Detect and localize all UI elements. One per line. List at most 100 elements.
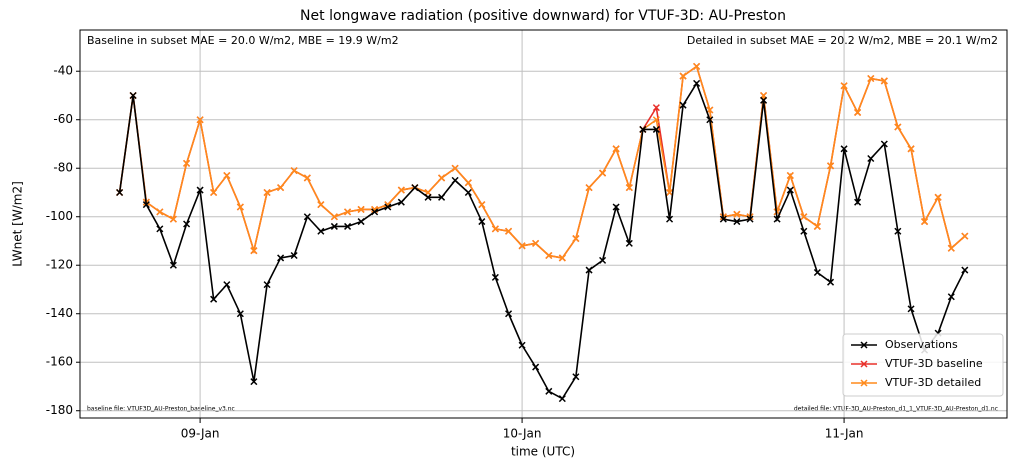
legend-marker [860,360,868,368]
marker [947,244,955,252]
marker [330,222,338,230]
series-line [118,81,966,400]
marker [505,227,513,235]
annotation: Detailed in subset MAE = 20.2 W/m2, MBE … [687,34,998,47]
marker [947,293,955,301]
marker [371,208,379,216]
marker [438,193,446,201]
marker [599,256,607,264]
legend-label: VTUF-3D baseline [885,357,983,370]
marker [263,188,271,197]
marker [250,378,258,386]
marker [827,278,835,286]
marker [129,91,137,100]
marker [491,225,499,233]
marker [303,174,311,182]
marker [384,203,392,211]
x-axis-label: time (UTC) [511,445,575,459]
marker [733,218,741,226]
y-tick-label: -140 [46,306,73,320]
marker [545,387,553,395]
marker [733,210,741,218]
marker [961,266,969,274]
marker [652,116,660,124]
marker [277,184,285,192]
marker [424,193,432,201]
marker [719,215,727,223]
marker [357,218,365,226]
marker [156,208,164,216]
marker [827,162,835,170]
marker [183,220,191,228]
y-tick-label: -40 [53,64,73,78]
marker [478,218,486,226]
x-tick-label: 10-Jan [503,427,542,441]
marker [760,96,768,104]
marker [451,164,459,172]
marker [344,222,352,230]
marker [290,251,298,260]
marker [169,215,177,223]
marker [880,77,888,85]
marker [961,232,969,240]
marker [545,251,553,260]
marker [786,186,794,194]
marker [397,198,405,206]
marker [491,273,499,281]
marker [223,171,231,180]
marker [934,193,942,201]
y-tick-label: -100 [46,209,73,223]
y-tick-label: -120 [46,258,73,272]
marker [813,268,821,277]
marker [277,254,285,262]
marker [156,225,164,233]
marker [880,140,888,148]
marker [464,188,472,197]
marker [438,174,446,182]
y-tick-label: -60 [53,112,73,126]
y-tick-label: -160 [46,355,73,369]
marker [854,198,862,206]
marker [558,254,566,262]
marker [746,215,754,223]
marker [210,188,218,197]
marker [679,72,687,80]
marker [652,104,660,112]
marker [921,218,929,226]
marker [639,125,647,133]
marker [840,145,848,153]
marker [344,208,352,216]
marker [625,184,633,192]
marker [907,305,915,313]
y-tick-label: -180 [46,403,73,417]
series-line [118,65,966,259]
marker [800,227,808,235]
marker [612,203,620,211]
marker [196,116,204,124]
marker [693,62,701,70]
annotation: Baseline in subset MAE = 20.0 W/m2, MBE … [87,34,399,47]
legend-label: VTUF-3D detailed [885,376,981,389]
marker [773,215,781,223]
marker [223,281,231,289]
series [116,62,969,262]
marker [317,201,325,209]
marker [706,116,714,124]
marker [894,227,902,235]
series [116,79,969,403]
marker [558,395,566,403]
marker [464,179,472,187]
marker [612,145,620,153]
marker [505,310,513,318]
x-tick-label: 09-Jan [181,427,220,441]
marker [800,213,808,221]
marker [236,310,244,318]
marker [625,239,633,247]
marker [532,239,540,247]
marker [263,281,271,289]
marker [907,145,915,153]
marker [330,213,338,221]
legend-marker [860,379,868,387]
marker [693,79,701,87]
